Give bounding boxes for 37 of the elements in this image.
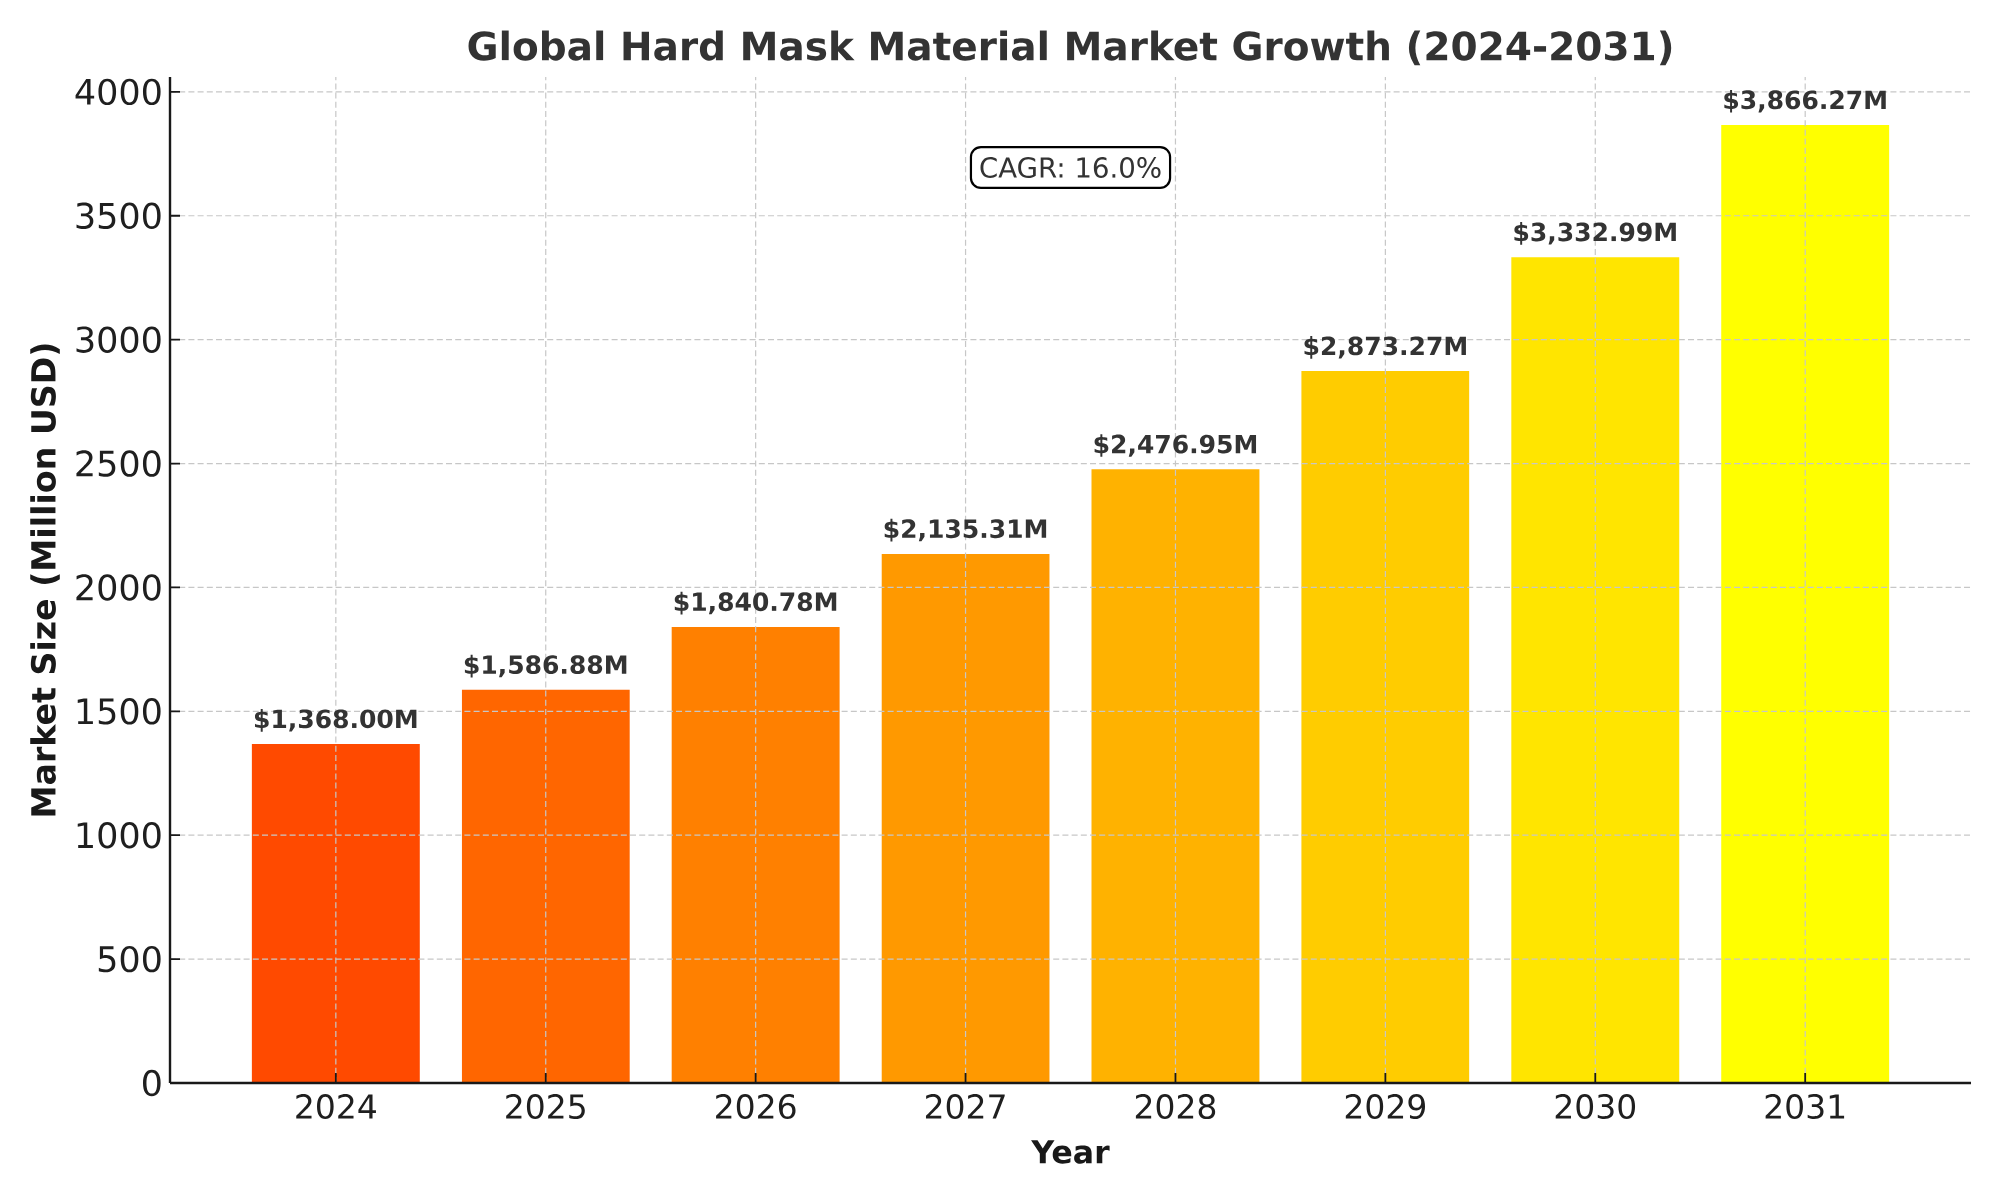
- bar: [461, 689, 630, 1083]
- data-label: $2,135.31M: [884, 518, 1047, 542]
- bar: [1721, 125, 1890, 1083]
- y-tick-label: 3500: [76, 202, 161, 229]
- y-tick-label: 1500: [77, 698, 161, 725]
- y-axis-title: Market Size (Million USD): [30, 344, 60, 816]
- y-tick-label: 0: [142, 1069, 161, 1097]
- y-tick-label: 3000: [76, 326, 161, 353]
- y-tick-label: 4000: [75, 78, 161, 106]
- x-tick-label: 2030: [1555, 1094, 1636, 1120]
- bar: [1511, 257, 1680, 1083]
- x-tick-label: 2029: [1345, 1094, 1426, 1120]
- y-tick-label: 2500: [76, 450, 161, 477]
- bar: [671, 626, 840, 1083]
- y-tick-label: 2000: [76, 574, 161, 601]
- x-tick-label: 2028: [1135, 1094, 1216, 1120]
- y-tick-label: 1000: [77, 821, 161, 849]
- data-label: $3,866.27M: [1724, 89, 1886, 113]
- x-axis-title: Year: [1031, 1140, 1110, 1164]
- x-tick-label: 2031: [1765, 1094, 1845, 1120]
- x-tick-label: 2025: [506, 1094, 585, 1120]
- y-tick-label: 500: [98, 945, 161, 973]
- chart-title: Global Hard Mask Material Market Growth (2024-2031): [468, 30, 1672, 66]
- annotation: CAGR: 16.0%: [980, 157, 1161, 178]
- bar: [1301, 371, 1470, 1083]
- data-label: $1,586.88M: [464, 654, 627, 678]
- data-label: $2,873.27M: [1304, 335, 1466, 359]
- data-label: $2,476.95M: [1094, 434, 1257, 457]
- bar: [881, 553, 1050, 1083]
- data-label: $1,368.00M: [254, 708, 417, 732]
- x-tick-label: 2024: [296, 1094, 376, 1120]
- x-tick-label: 2027: [925, 1094, 1005, 1120]
- bar: [251, 744, 420, 1083]
- bar: [1091, 469, 1260, 1083]
- x-tick-label: 2026: [716, 1094, 796, 1120]
- data-label: $3,332.99M: [1514, 222, 1676, 245]
- data-label: $1,840.78M: [674, 591, 837, 615]
